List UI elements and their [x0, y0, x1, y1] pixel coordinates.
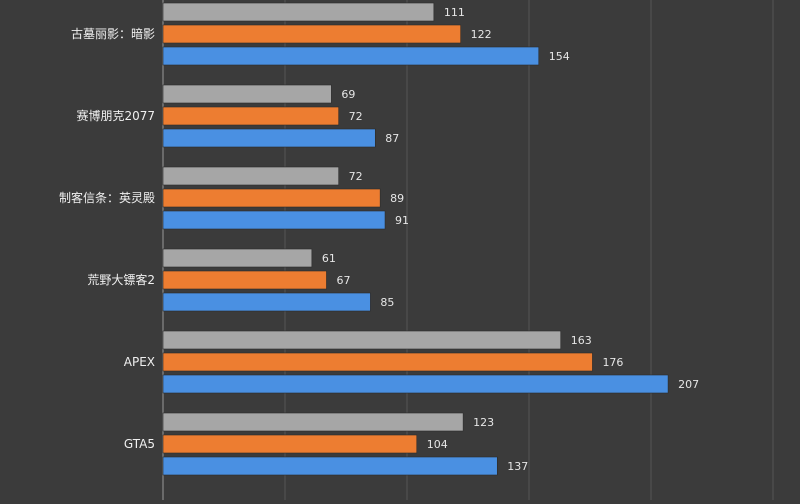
- bar: [162, 352, 593, 372]
- bar: [162, 106, 339, 126]
- category-label: 制客信条：英灵殿: [59, 190, 155, 205]
- bar: [162, 128, 376, 148]
- bar: [162, 270, 327, 290]
- value-label: 72: [349, 110, 363, 123]
- bar: [162, 166, 339, 186]
- bar: [162, 188, 381, 208]
- value-label: 87: [385, 132, 399, 145]
- category-label: 古墓丽影：暗影: [71, 26, 155, 41]
- value-label: 207: [678, 378, 699, 391]
- category-label: GTA5: [124, 437, 155, 451]
- value-label: 111: [444, 6, 465, 19]
- value-label: 137: [507, 460, 528, 473]
- bar: [162, 46, 540, 66]
- bar: [162, 24, 461, 44]
- bar: [162, 374, 669, 394]
- value-label: 89: [390, 192, 404, 205]
- value-label: 104: [427, 438, 448, 451]
- bar: [162, 210, 386, 230]
- value-label: 67: [336, 274, 350, 287]
- value-label: 176: [602, 356, 623, 369]
- bar: [162, 292, 371, 312]
- value-label: 91: [395, 214, 409, 227]
- bar: [162, 330, 562, 350]
- bar: [162, 2, 435, 22]
- value-label: 69: [341, 88, 355, 101]
- value-label: 163: [571, 334, 592, 347]
- category-label: 荒野大镖客2: [87, 272, 155, 287]
- bar: [162, 434, 418, 454]
- value-label: 154: [549, 50, 570, 63]
- category-label: APEX: [124, 355, 155, 369]
- bars: [162, 2, 669, 476]
- value-label: 72: [349, 170, 363, 183]
- value-label: 61: [322, 252, 336, 265]
- value-label: 123: [473, 416, 494, 429]
- bar: [162, 84, 332, 104]
- value-label: 85: [380, 296, 394, 309]
- bar: [162, 412, 464, 432]
- category-label: 赛博朋克2077: [76, 108, 155, 123]
- bar: [162, 456, 498, 476]
- bar: [162, 248, 313, 268]
- value-label: 122: [471, 28, 492, 41]
